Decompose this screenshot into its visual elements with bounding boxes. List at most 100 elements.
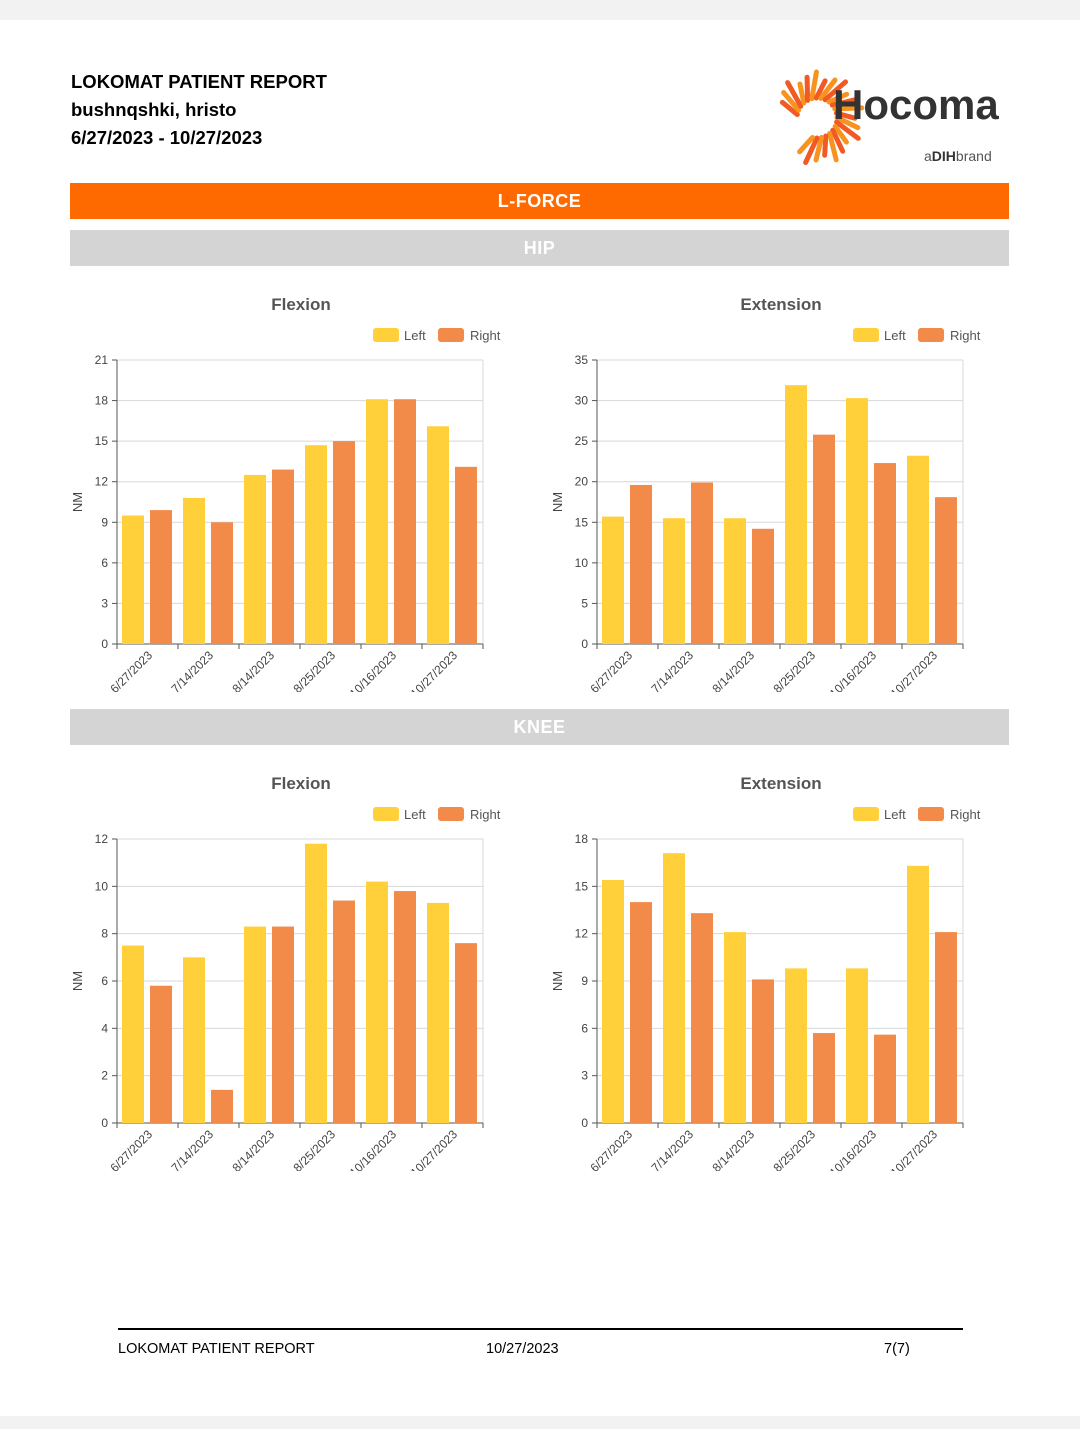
y-tick-label: 12 [95, 475, 109, 489]
report-page: LOKOMAT PATIENT REPORT bushnqshki, hrist… [0, 20, 1080, 1416]
bar-left [427, 902, 449, 1123]
bar-left [602, 880, 624, 1123]
x-tick-label: 8/14/2023 [229, 1127, 277, 1171]
bar-left [785, 968, 807, 1123]
bar-right [874, 463, 896, 644]
bar-right [150, 985, 172, 1123]
legend-swatch-left [853, 328, 879, 342]
bar-right [333, 441, 355, 644]
x-tick-label: 8/25/2023 [290, 1127, 338, 1171]
bar-right [455, 943, 477, 1123]
x-tick-label: 8/14/2023 [709, 1127, 757, 1171]
bar-right [691, 913, 713, 1123]
y-tick-label: 9 [581, 974, 588, 988]
bar-left [785, 385, 807, 644]
x-tick-label: 8/25/2023 [770, 648, 818, 692]
bar-left [183, 957, 205, 1123]
bar-left [366, 881, 388, 1123]
chart-legend: Left Right [373, 807, 501, 822]
y-tick-label: 3 [101, 596, 108, 610]
legend-label-left: Left [404, 807, 426, 822]
bar-left [244, 926, 266, 1123]
y-tick-label: 10 [575, 556, 589, 570]
bar-right [813, 434, 835, 644]
chart-legend: Left Right [853, 328, 981, 343]
logo-ray [809, 69, 819, 102]
x-tick-label: 8/25/2023 [770, 1127, 818, 1171]
bar-right [333, 900, 355, 1123]
y-tick-label: 0 [101, 1116, 108, 1130]
bar-left [846, 398, 868, 644]
x-tick-label: 7/14/2023 [648, 648, 696, 692]
legend-swatch-left [373, 807, 399, 821]
logo-tagline: aDIHbrand [924, 148, 992, 164]
bar-right [211, 1089, 233, 1123]
x-tick-label: 7/14/2023 [648, 1127, 696, 1171]
x-tick-label: 8/25/2023 [290, 648, 338, 692]
y-tick-label: 12 [95, 832, 109, 846]
legend-swatch-left [373, 328, 399, 342]
bar-right [752, 979, 774, 1123]
x-tick-label: 10/16/2023 [347, 1127, 400, 1171]
bar-left [602, 516, 624, 644]
chart-title: Flexion [271, 774, 331, 793]
bar-right [752, 528, 774, 644]
hip-header: HIP [70, 230, 1009, 266]
x-tick-label: 10/27/2023 [888, 648, 941, 692]
y-tick-label: 9 [101, 515, 108, 529]
logo-ray [827, 131, 839, 163]
y-tick-label: 6 [581, 1021, 588, 1035]
y-tick-label: 0 [101, 637, 108, 651]
y-tick-label: 20 [575, 475, 589, 489]
legend-label-right: Right [950, 807, 981, 822]
y-tick-label: 3 [581, 1069, 588, 1083]
bar-left [846, 968, 868, 1123]
bar-left [122, 515, 144, 644]
bar-left [305, 445, 327, 644]
bar-right [272, 926, 294, 1123]
date-range: 6/27/2023 - 10/27/2023 [71, 127, 263, 148]
legend-swatch-left [853, 807, 879, 821]
bar-right [874, 1034, 896, 1123]
bar-left [366, 399, 388, 644]
bar-right [630, 484, 652, 644]
hip-extension-chart: Extension Left Right 0 5 10 15 20 25 30 35 NM 6/27/2… [550, 295, 981, 692]
hip-flexion-chart: Flexion Left Right 0 3 6 9 12 15 18 21 NM 6/27/2023 7… [70, 295, 501, 692]
logo-ray [833, 110, 858, 121]
logo-ray [830, 127, 846, 154]
bar-right [150, 510, 172, 644]
y-tick-label: 35 [575, 353, 589, 367]
patient-name: bushnqshki, hristo [71, 99, 237, 120]
x-tick-label: 10/16/2023 [827, 648, 880, 692]
logo-ray [813, 134, 824, 163]
x-tick-label: 6/27/2023 [587, 648, 635, 692]
logo-ray [832, 123, 849, 145]
logo-ray [813, 78, 828, 101]
logo-ray [797, 81, 807, 106]
y-tick-label: 8 [101, 927, 108, 941]
logo-ray [785, 80, 804, 109]
knee-flexion-chart: Flexion Left Right 0 2 4 6 8 10 12 NM 6/27/2023 7/14… [70, 774, 501, 1171]
legend-label-left: Left [884, 328, 906, 343]
y-tick-label: 6 [101, 556, 108, 570]
x-tick-label: 7/14/2023 [168, 648, 216, 692]
knee-extension-chart: Extension Left Right 0 3 6 9 12 15 18 NM 6/27/2023 7… [550, 774, 981, 1171]
x-tick-label: 6/27/2023 [587, 1127, 635, 1171]
logo-ray [832, 105, 865, 112]
bar-left [427, 426, 449, 644]
chart-title: Flexion [271, 295, 331, 314]
report-title: LOKOMAT PATIENT REPORT [71, 71, 327, 92]
y-tick-label: 18 [575, 832, 589, 846]
legend-swatch-right [918, 328, 944, 342]
y-tick-label: 6 [101, 974, 108, 988]
bar-right [455, 466, 477, 644]
y-tick-label: 18 [95, 394, 109, 408]
bar-left [183, 497, 205, 644]
x-tick-label: 8/14/2023 [229, 648, 277, 692]
logo-ray [781, 90, 802, 113]
x-tick-label: 8/14/2023 [709, 648, 757, 692]
y-axis-label: NM [70, 971, 85, 991]
logo-ray [822, 79, 849, 103]
logo-ray [834, 119, 861, 141]
footer-title: LOKOMAT PATIENT REPORT [118, 1341, 315, 1357]
